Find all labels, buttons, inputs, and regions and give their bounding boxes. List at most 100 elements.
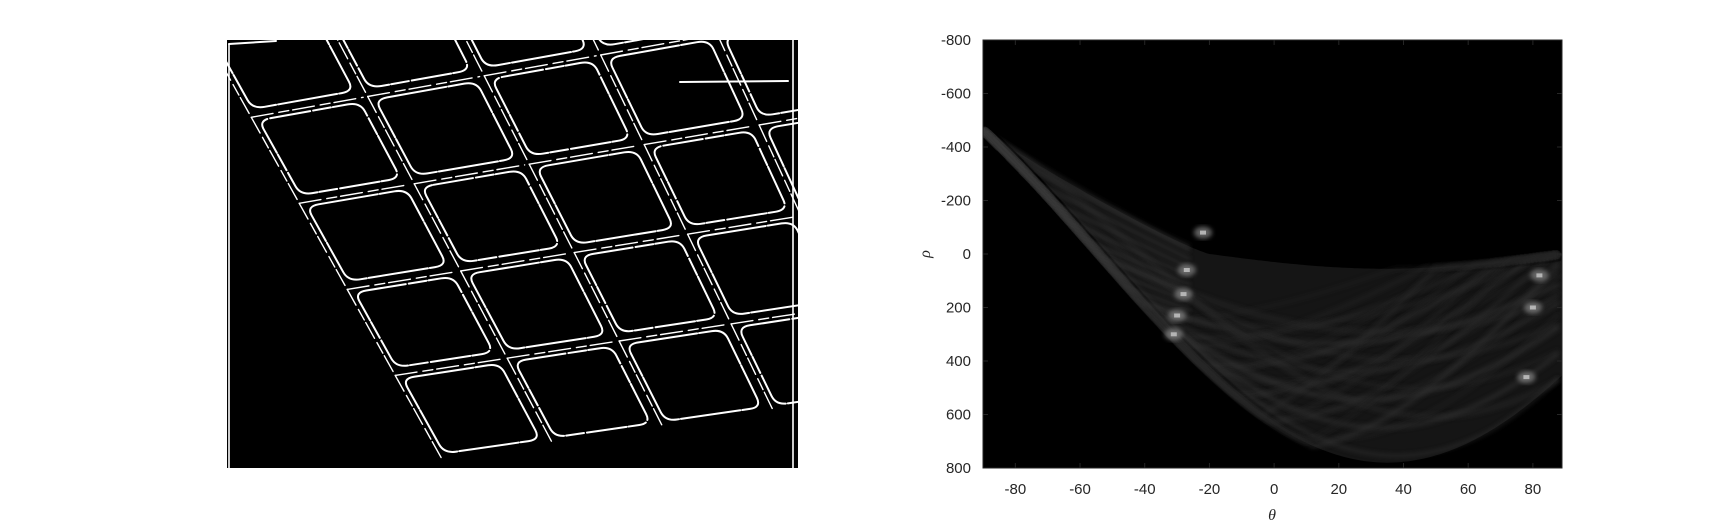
hough-peak-core <box>1523 375 1530 380</box>
tile-edge <box>423 170 559 263</box>
tile-edge <box>470 258 604 350</box>
vote-trace <box>983 129 1560 390</box>
grout-edge <box>413 164 526 185</box>
grout-edge <box>843 290 951 307</box>
grout-edge <box>460 270 506 356</box>
y-tick-label: 600 <box>946 407 971 424</box>
grout-edge <box>203 10 316 31</box>
grout-edge <box>643 143 687 232</box>
vote-trace <box>983 129 1191 253</box>
y-tick-label: 400 <box>946 353 971 370</box>
tile-edge <box>342 40 469 88</box>
heatmap-layer <box>983 128 1562 463</box>
tile-edge <box>610 40 744 136</box>
y-tick-label: 800 <box>946 460 971 477</box>
x-tick-label: 40 <box>1395 481 1412 498</box>
grout-edge <box>730 323 774 411</box>
grout-edge <box>758 124 798 211</box>
x-tick-label: -20 <box>1199 481 1221 498</box>
x-tick-label: -60 <box>1069 481 1091 498</box>
grout-edge <box>460 252 571 272</box>
x-tick-label: 0 <box>1270 481 1278 498</box>
tile-edge <box>404 364 538 453</box>
grout-edge <box>413 183 460 269</box>
tile-edge <box>686 0 817 24</box>
y-axis: -800 -600 -400 -200 0 200 400 600 800 <box>941 32 1562 477</box>
hough-peak-core <box>1174 313 1181 318</box>
hough-peak-core <box>1536 273 1543 278</box>
grout-edge <box>717 14 829 34</box>
x-axis: -80 -60 -40 -20 0 20 40 60 80 <box>1005 40 1542 498</box>
x-axis-label: θ <box>1268 507 1276 524</box>
edge-image-panel <box>203 0 951 468</box>
grout-edge <box>686 233 731 321</box>
hough-peak-core <box>1200 230 1206 235</box>
grout-edge <box>336 40 367 94</box>
tile-edge <box>538 150 672 244</box>
tile-edge <box>583 240 716 333</box>
edge-top-left <box>228 40 277 45</box>
tile-edge <box>653 131 786 226</box>
y-tick-label: 0 <box>963 246 971 263</box>
grout-edge <box>321 0 434 9</box>
hough-peak-core <box>1170 332 1177 337</box>
tile-edge <box>227 40 352 109</box>
grout-edge <box>367 95 414 181</box>
tile-edge <box>696 222 798 315</box>
grout-edge <box>686 215 798 235</box>
grout-edge <box>367 75 481 98</box>
tile-edge <box>768 121 798 200</box>
y-tick-label: -600 <box>941 86 971 103</box>
hough-peak-core <box>1180 292 1187 297</box>
tile-edge <box>309 189 445 281</box>
grout-edge <box>600 54 644 142</box>
vote-trace <box>983 129 1191 321</box>
grout-edge <box>573 234 684 254</box>
accumulator-envelope <box>983 130 1562 463</box>
grout-edge <box>483 55 597 77</box>
edge-top-right-line <box>679 80 789 83</box>
grout-edge <box>394 374 442 459</box>
grout-edge <box>719 40 759 123</box>
grout-edge <box>465 40 484 73</box>
y-axis-label: ρ <box>917 250 934 259</box>
grout-edge <box>506 357 553 443</box>
hough-peak-core <box>1529 305 1536 310</box>
tile-edge <box>493 61 629 156</box>
grout-edge <box>573 251 619 339</box>
grout-edge <box>801 198 910 216</box>
tile-edge <box>740 316 798 405</box>
y-tick-label: -800 <box>941 32 971 49</box>
x-tick-label: -40 <box>1134 481 1156 498</box>
tile-edge <box>470 40 585 67</box>
grout-edge <box>298 183 411 204</box>
edge-image-edges <box>203 0 951 468</box>
grout-edge <box>346 271 457 291</box>
tile-edge <box>726 40 798 116</box>
x-tick-label: 80 <box>1525 481 1542 498</box>
x-tick-label: 20 <box>1330 481 1347 498</box>
grout-edge <box>528 163 574 250</box>
grout-edge <box>250 96 364 118</box>
x-tick-label: 60 <box>1460 481 1477 498</box>
grout-edge <box>730 312 798 325</box>
tile-edge <box>357 276 492 367</box>
grout-edge <box>801 216 841 303</box>
tile-edge <box>377 82 514 175</box>
y-tick-label: 200 <box>946 300 971 317</box>
grout-edge <box>298 202 346 287</box>
tile-edge <box>516 346 649 437</box>
grout-edge <box>227 72 251 115</box>
y-tick-label: -400 <box>941 139 971 156</box>
grout-edge <box>675 0 715 31</box>
vote-trace <box>983 128 1561 419</box>
grout-edge <box>483 75 529 162</box>
grout-edge <box>643 125 756 146</box>
grout-edge <box>394 358 504 377</box>
grout-edge <box>758 117 798 126</box>
grout-edge <box>618 323 728 342</box>
tile-edge <box>598 40 644 46</box>
tile-edge <box>261 103 398 195</box>
grout-edge <box>843 307 883 394</box>
